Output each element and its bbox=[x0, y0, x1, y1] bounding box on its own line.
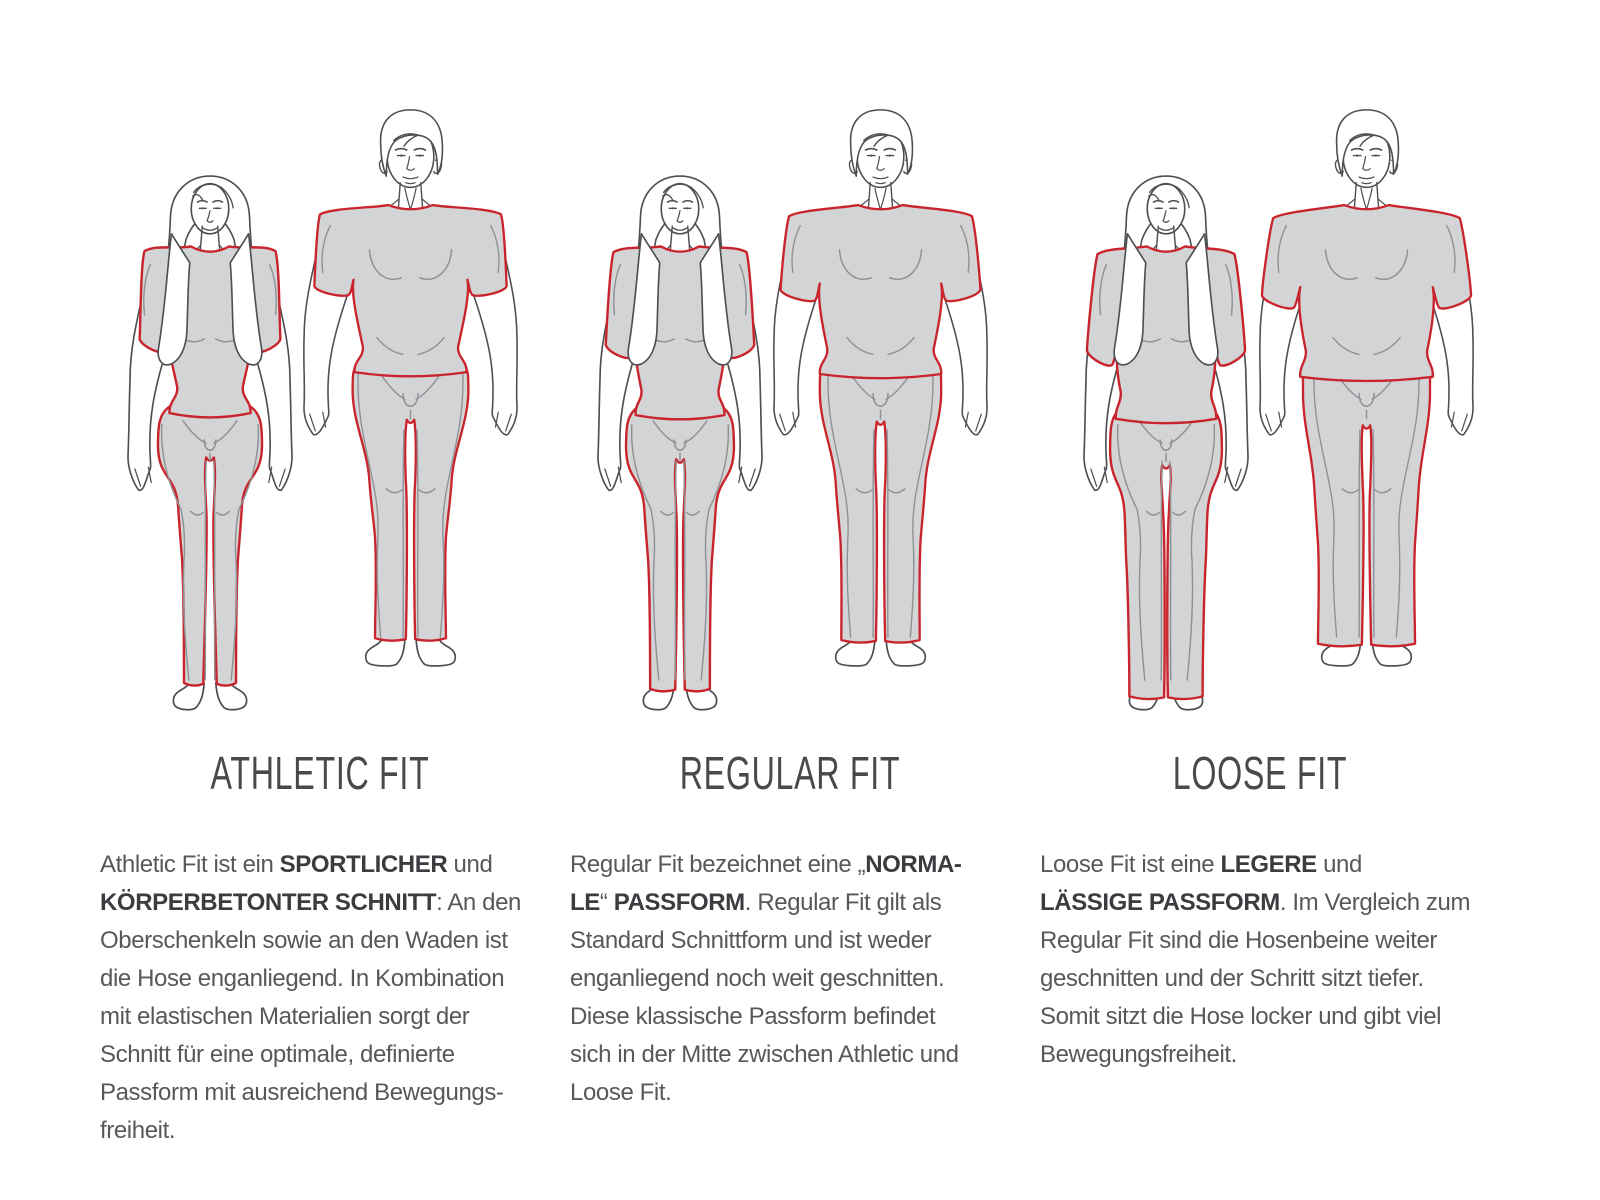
description-line: Passform mit ausreichend Bewegungs- bbox=[100, 1079, 504, 1106]
woman-figure-loose-fit bbox=[1060, 172, 1272, 712]
description-line: LE“ PASSFORM. Regular Fit gilt als bbox=[570, 889, 942, 916]
fit-description: Loose Fit ist eine LEGERE und LÄSSIGE PAS… bbox=[1040, 846, 1470, 1074]
description-line: Standard Schnittform und ist weder bbox=[570, 927, 932, 954]
description-line: Regular Fit bezeichnet eine „NORMA- bbox=[570, 851, 962, 878]
fit-title: LOOSE FIT bbox=[1172, 747, 1348, 799]
description-line: Diese klassische Passform befindet bbox=[570, 1003, 936, 1030]
fit-description: Athletic Fit ist ein SPORTLICHER und KÖRP… bbox=[100, 846, 521, 1150]
man-figure-regular-fit bbox=[759, 108, 1002, 668]
fit-title: REGULAR FIT bbox=[679, 747, 901, 799]
man-figure-athletic-fit bbox=[289, 108, 532, 668]
description-line: Schnitt für eine optimale, definierte bbox=[100, 1041, 455, 1068]
fit-column-regular: REGULAR FIT Regular Fit bezeichnet eine … bbox=[555, 0, 1025, 1200]
figure-pair bbox=[555, 0, 1025, 740]
description-line: Loose Fit ist eine LEGERE und bbox=[1040, 851, 1362, 878]
figure-pair bbox=[1041, 0, 1511, 740]
description-line: sich in der Mitte zwischen Athletic und bbox=[570, 1041, 959, 1068]
description-line: KÖRPERBETONTER SCHNITT: An den bbox=[100, 889, 521, 916]
description-line: Athletic Fit ist ein SPORTLICHER und bbox=[100, 851, 493, 878]
fit-column-athletic: ATHLETIC FIT Athletic Fit ist ein SPORTL… bbox=[85, 0, 555, 1200]
description-line: die Hose enganliegend. In Kombination bbox=[100, 965, 505, 992]
woman-figure-athletic-fit bbox=[104, 172, 316, 712]
description-line: Loose Fit. bbox=[570, 1079, 672, 1106]
fit-title: ATHLETIC FIT bbox=[210, 747, 430, 799]
fit-column-loose: LOOSE FIT Loose Fit ist eine LEGERE und L… bbox=[1025, 0, 1495, 1200]
description-line: Somit sitzt die Hose locker und gibt vie… bbox=[1040, 1003, 1442, 1030]
description-line: geschnitten und der Schritt sitzt tiefer… bbox=[1040, 965, 1424, 992]
description-line: mit elastischen Materialien sorgt der bbox=[100, 1003, 470, 1030]
woman-figure-regular-fit bbox=[574, 172, 786, 712]
description-line: Oberschenkeln sowie an den Waden ist bbox=[100, 927, 508, 954]
description-line: enganliegend noch weit geschnitten. bbox=[570, 965, 945, 992]
description-line: Regular Fit sind die Hosenbeine weiter bbox=[1040, 927, 1438, 954]
description-line: freiheit. bbox=[100, 1117, 176, 1144]
figure-pair bbox=[85, 0, 555, 740]
man-figure-loose-fit bbox=[1245, 108, 1488, 668]
description-line: LÄSSIGE PASSFORM. Im Vergleich zum bbox=[1040, 889, 1471, 916]
description-line: Bewegungsfreiheit. bbox=[1040, 1041, 1237, 1068]
fit-description: Regular Fit bezeichnet eine „NORMA- LE“ P… bbox=[570, 846, 962, 1112]
